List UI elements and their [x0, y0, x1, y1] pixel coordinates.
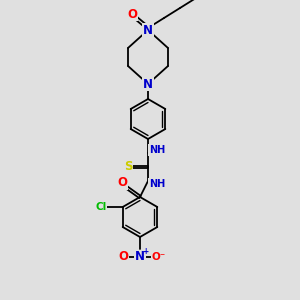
- Text: O⁻: O⁻: [152, 252, 166, 262]
- Text: NH: NH: [149, 179, 165, 189]
- Text: O: O: [127, 8, 137, 20]
- Text: S: S: [124, 160, 132, 173]
- Text: O: O: [117, 176, 127, 190]
- Text: N: N: [135, 250, 145, 263]
- Text: N: N: [143, 23, 153, 37]
- Text: O: O: [118, 250, 128, 263]
- Text: Cl: Cl: [95, 202, 106, 212]
- Text: N: N: [143, 77, 153, 91]
- Text: +: +: [142, 248, 148, 256]
- Text: NH: NH: [149, 145, 165, 155]
